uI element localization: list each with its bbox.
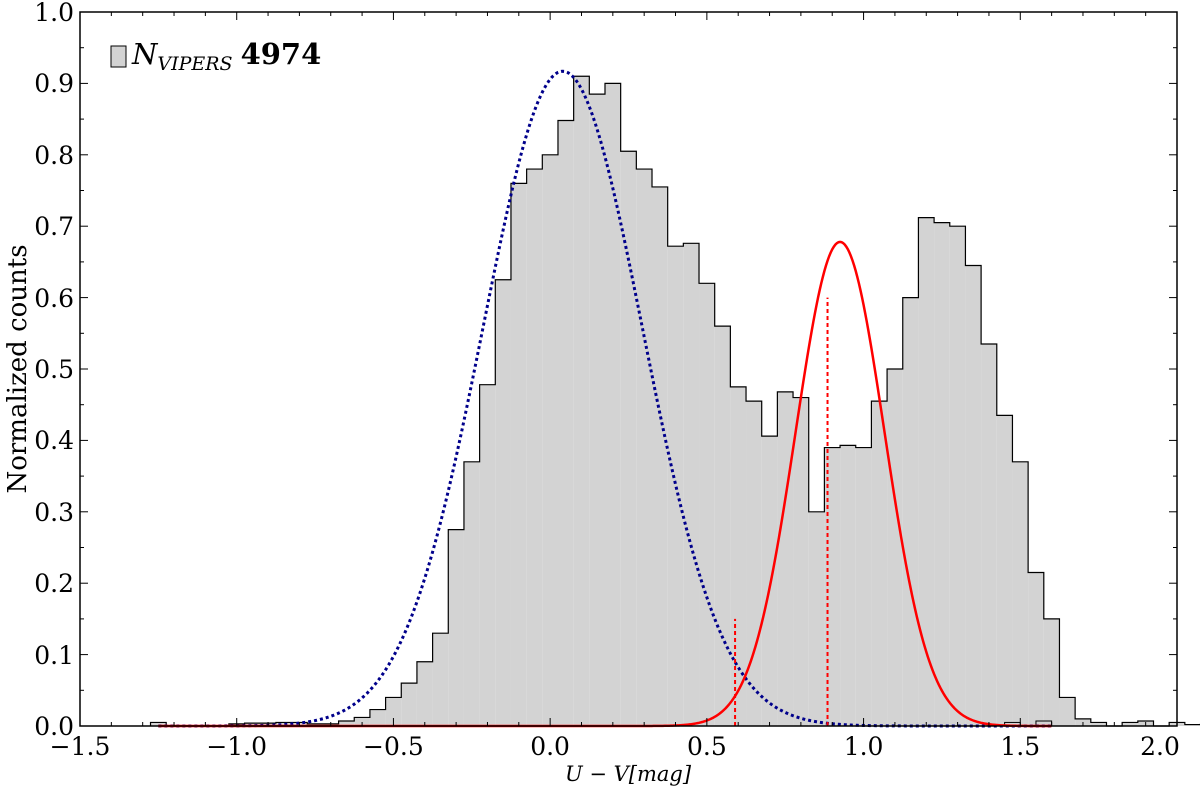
histogram-bar bbox=[934, 222, 950, 726]
y-tick-labels: 0.0 0.1 0.2 0.3 0.4 0.5 0.6 0.7 0.8 0.9 … bbox=[34, 0, 74, 741]
x-axis-title: U − V[mag] bbox=[565, 762, 692, 786]
histogram-bar bbox=[604, 83, 621, 726]
histogram-bar bbox=[761, 436, 778, 726]
histogram-bar bbox=[746, 401, 762, 726]
histogram-bar bbox=[416, 661, 433, 726]
x-tick-label: −1.5 bbox=[50, 732, 111, 761]
histogram-bar bbox=[1184, 724, 1200, 726]
x-tick-label: 1.0 bbox=[844, 732, 884, 761]
y-tick-label: 1.0 bbox=[34, 0, 74, 27]
histogram-bar bbox=[573, 76, 590, 726]
histogram-bar bbox=[636, 169, 653, 726]
histogram-bar bbox=[150, 722, 167, 726]
x-tick-label: −0.5 bbox=[363, 732, 424, 761]
histogram-bar bbox=[385, 697, 402, 726]
y-tick-label: 0.8 bbox=[34, 141, 74, 170]
histogram-bar bbox=[996, 415, 1013, 726]
histogram-bar bbox=[652, 186, 668, 726]
legend: NVIPERS 4974 bbox=[110, 37, 321, 75]
y-tick-label: 0.9 bbox=[34, 69, 74, 98]
plot-area bbox=[79, 11, 1200, 728]
legend-label-sub: VIPERS bbox=[157, 53, 232, 75]
histogram-bar bbox=[981, 344, 997, 726]
histogram-bar bbox=[479, 384, 496, 726]
histogram-bar bbox=[871, 401, 888, 726]
histogram-bar bbox=[793, 397, 809, 726]
histogram-bar bbox=[1043, 618, 1060, 726]
histogram-bar bbox=[354, 717, 370, 726]
histogram-bar bbox=[526, 169, 543, 726]
axis-ticks bbox=[79, 11, 1178, 727]
histogram-bar bbox=[699, 283, 715, 726]
histogram-bar bbox=[432, 633, 449, 726]
threshold-lines bbox=[734, 297, 829, 726]
y-axis-title: Normalized counts bbox=[3, 244, 33, 493]
y-tick-label: 0.6 bbox=[34, 284, 74, 313]
histogram-bar bbox=[965, 265, 982, 726]
legend-label: NVIPERS 4974 bbox=[131, 37, 321, 75]
histogram-bar bbox=[1012, 461, 1029, 726]
histogram-bar bbox=[824, 447, 841, 726]
legend-label-main: N bbox=[131, 37, 159, 71]
x-tick-label: 0.5 bbox=[687, 732, 727, 761]
histogram-bar bbox=[401, 683, 417, 726]
x-tick-label: −1.0 bbox=[206, 732, 267, 761]
x-tick-labels: −1.5 −1.0 −0.5 0.0 0.5 1.0 1.5 2.0 bbox=[50, 732, 1180, 761]
histogram-bar bbox=[840, 445, 856, 726]
y-tick-label: 0.0 bbox=[34, 712, 74, 741]
legend-swatch bbox=[110, 45, 127, 68]
y-tick-label: 0.1 bbox=[34, 641, 74, 670]
histogram-bar bbox=[730, 386, 747, 726]
histogram-bar bbox=[620, 151, 637, 727]
histogram-bars bbox=[149, 75, 1200, 727]
histogram-bar bbox=[949, 226, 966, 726]
histogram-bar bbox=[887, 369, 903, 726]
x-tick-label: 2.0 bbox=[1140, 732, 1180, 761]
x-tick-label: 0.0 bbox=[530, 732, 570, 761]
y-tick-label: 0.5 bbox=[34, 355, 74, 384]
y-tick-label: 0.2 bbox=[34, 569, 74, 598]
histogram-bar bbox=[808, 511, 825, 726]
histogram-bar bbox=[683, 243, 700, 726]
histogram-bar bbox=[448, 529, 464, 726]
histogram-bar bbox=[777, 391, 794, 726]
histogram-bar bbox=[667, 246, 684, 726]
histogram-bar bbox=[855, 447, 872, 726]
histogram-bar bbox=[463, 461, 480, 726]
histogram-bar bbox=[338, 721, 355, 726]
histogram-bar bbox=[589, 94, 605, 727]
legend-count: 4974 bbox=[241, 37, 322, 71]
y-tick-label: 0.4 bbox=[34, 426, 74, 455]
histogram-bar bbox=[1122, 722, 1138, 726]
histogram-bar bbox=[244, 723, 261, 726]
histogram-bar bbox=[1059, 697, 1076, 726]
histogram-bar bbox=[1028, 572, 1044, 726]
histogram-bar bbox=[1090, 722, 1107, 726]
y-tick-label: 0.3 bbox=[34, 498, 74, 527]
histogram-bar bbox=[369, 709, 386, 726]
histogram-bar bbox=[714, 326, 731, 726]
histogram-bar bbox=[542, 154, 558, 727]
x-tick-label: 1.5 bbox=[1000, 732, 1040, 761]
histogram-bar bbox=[510, 183, 527, 727]
histogram-outline bbox=[149, 75, 1200, 727]
histogram-bar bbox=[902, 297, 919, 726]
histogram-bar bbox=[557, 120, 574, 726]
histogram-bar bbox=[918, 217, 935, 726]
histogram-bar bbox=[275, 722, 292, 726]
histogram-bar bbox=[495, 279, 511, 726]
y-tick-label: 0.7 bbox=[34, 212, 74, 241]
